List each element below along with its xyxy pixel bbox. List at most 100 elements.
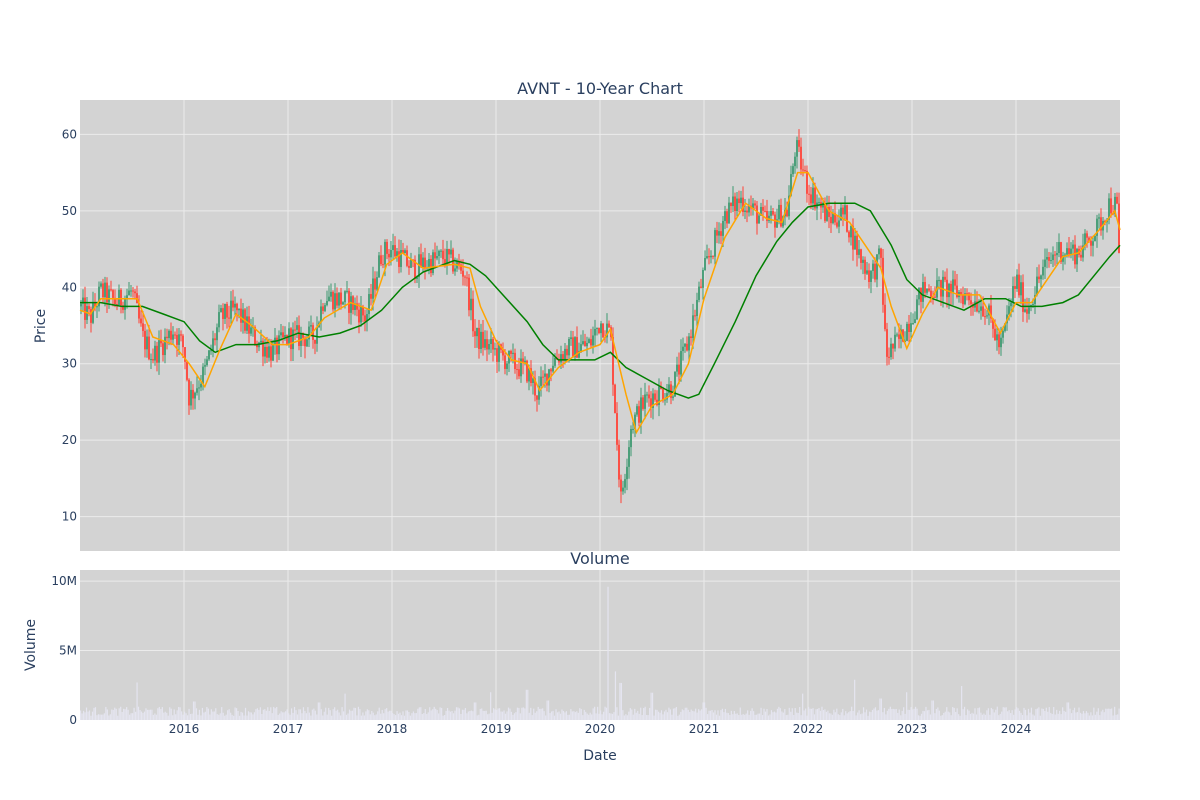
volume-bar — [564, 712, 566, 720]
candle-body — [1076, 248, 1078, 265]
candle-body — [198, 387, 200, 389]
volume-bar — [877, 710, 880, 720]
candle-body — [1100, 217, 1102, 231]
candle-body — [522, 358, 524, 363]
volume-bar — [1099, 715, 1101, 720]
volume-bar — [96, 715, 98, 720]
candle-body — [1082, 245, 1084, 258]
volume-bar — [662, 714, 664, 720]
volume-bar — [553, 715, 556, 720]
volume-bar — [209, 714, 211, 720]
volume-bar — [302, 707, 305, 720]
candle-body — [286, 334, 288, 344]
volume-bar — [380, 713, 382, 720]
candle-body — [466, 277, 468, 279]
candle-body — [764, 210, 766, 212]
volume-bar — [454, 710, 456, 720]
volume-bar — [1117, 714, 1119, 720]
volume-bar — [1060, 714, 1062, 720]
volume-bar — [760, 707, 762, 720]
candle-body — [880, 248, 882, 258]
volume-bar — [748, 714, 750, 720]
volume-bar — [1029, 712, 1031, 720]
volume-bar — [718, 715, 721, 720]
candle-body — [298, 325, 300, 346]
volume-bar — [629, 708, 631, 720]
volume-bar — [837, 714, 839, 720]
volume-bar — [565, 711, 568, 720]
candle-body — [390, 250, 392, 258]
volume-bar — [524, 708, 526, 720]
candle-body — [872, 263, 874, 271]
volume-bar — [470, 710, 472, 720]
volume-bar — [317, 702, 319, 720]
volume-bar — [360, 715, 362, 720]
volume-bar — [1090, 712, 1092, 720]
volume-bar — [831, 714, 833, 720]
candle-body — [708, 256, 710, 258]
volume-bar — [390, 710, 392, 720]
volume-bar — [359, 709, 361, 720]
candle-body — [356, 303, 358, 310]
volume-bar — [1112, 715, 1114, 720]
candle-body — [804, 170, 806, 172]
candle-body — [504, 355, 506, 369]
candle-body — [326, 300, 328, 306]
candle-body — [986, 315, 988, 317]
volume-bar — [548, 700, 550, 720]
candle-body — [988, 305, 990, 316]
volume-bar — [1050, 712, 1052, 720]
candle-body — [222, 308, 224, 319]
volume-bar — [1065, 711, 1067, 720]
volume-bar — [739, 707, 741, 720]
candle-body — [874, 263, 876, 280]
volume-bar — [1054, 714, 1056, 720]
candle-body — [644, 394, 646, 409]
volume-bar — [501, 711, 504, 720]
volume-bar — [641, 715, 643, 720]
candle-body — [1098, 217, 1100, 219]
volume-bar — [1102, 709, 1104, 720]
volume-bar — [797, 712, 799, 720]
candle-body — [864, 259, 866, 274]
volume-bar — [712, 712, 715, 720]
candle-body — [246, 316, 248, 331]
volume-bar — [140, 711, 143, 720]
volume-bar — [909, 709, 911, 720]
candle-body — [382, 264, 384, 266]
volume-bar — [1023, 707, 1025, 720]
candle-body — [994, 328, 996, 341]
candle-body — [144, 330, 146, 350]
volume-bar — [656, 709, 658, 720]
candle-body — [424, 257, 426, 269]
candle-body — [216, 327, 218, 341]
candle-body — [1056, 252, 1058, 256]
volume-bar — [1018, 710, 1021, 720]
volume-yticks: 0 5M 10M — [51, 574, 77, 727]
volume-bar — [203, 712, 205, 720]
volume-bar — [860, 714, 862, 720]
volume-bar — [256, 708, 258, 720]
candle-body — [546, 373, 548, 386]
volume-bar — [892, 708, 894, 720]
volume-bar — [84, 712, 86, 720]
candle-body — [690, 336, 692, 338]
volume-bar — [862, 707, 865, 720]
volume-bar — [244, 707, 247, 720]
volume-bar — [112, 709, 114, 720]
candle-body — [478, 327, 480, 349]
candle-body — [722, 221, 724, 236]
candle-body — [160, 340, 162, 344]
volume-bar — [396, 711, 398, 720]
volume-bar — [689, 712, 691, 720]
candle-body — [694, 315, 696, 317]
candle-body — [1024, 309, 1026, 312]
volume-bar — [632, 714, 634, 720]
volume-bar — [800, 715, 802, 720]
candle-body — [888, 356, 890, 358]
candle-body — [448, 249, 450, 255]
volume-bar — [876, 710, 878, 720]
candle-body — [846, 205, 848, 232]
volume-bar — [430, 710, 432, 720]
candle-body — [564, 348, 566, 361]
